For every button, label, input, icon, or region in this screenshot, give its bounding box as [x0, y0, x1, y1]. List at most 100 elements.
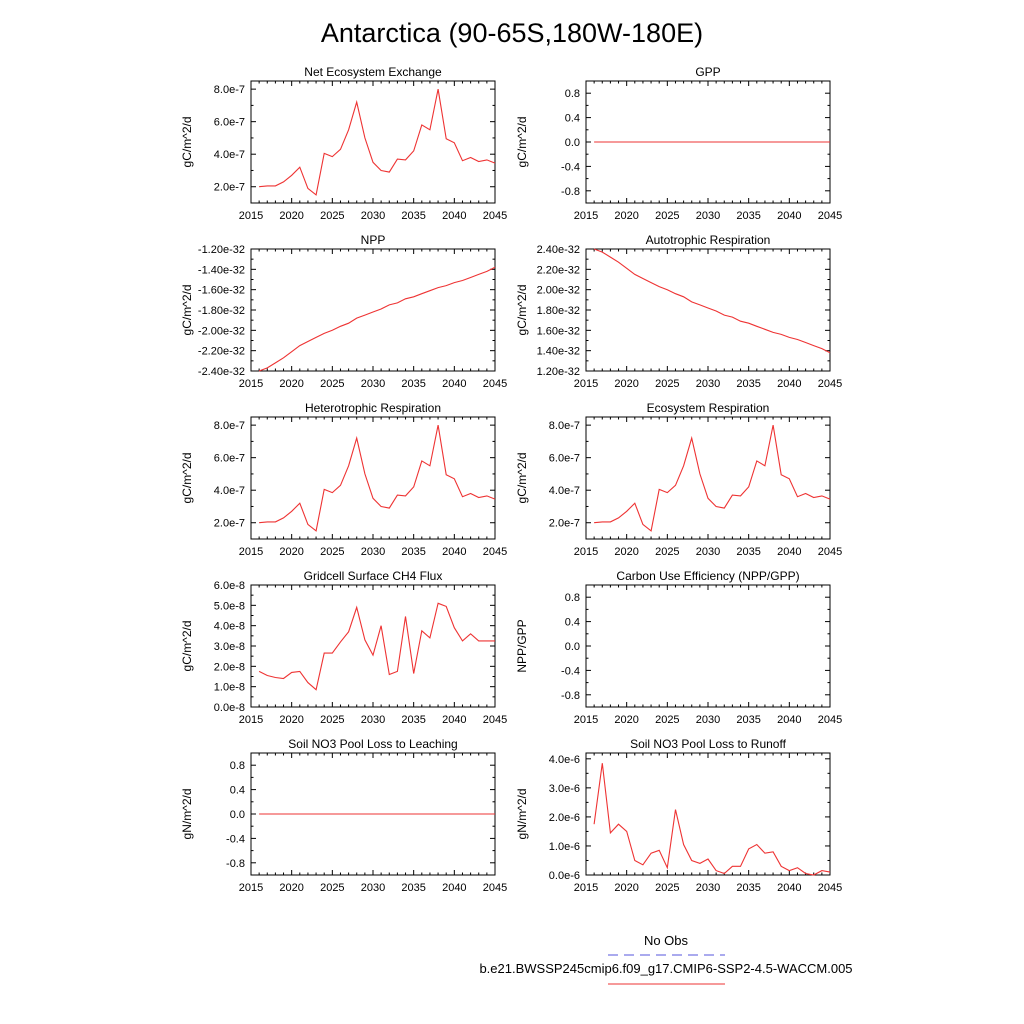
legend-obs-label: No Obs	[644, 933, 689, 948]
x-tick-label: 2030	[361, 882, 385, 894]
x-tick-label: 2040	[777, 546, 801, 558]
x-tick-label: 2015	[574, 210, 598, 222]
panel-10: Soil NO3 Pool Loss to Runoff gN/m^2/d 2015…	[515, 737, 842, 894]
plot-frame	[250, 416, 496, 540]
y-tick-label: -0.4	[561, 161, 580, 173]
x-tick-label: 2035	[736, 210, 760, 222]
y-tick-label: 0.0e-6	[549, 870, 580, 882]
y-tick-label: 2.0e-6	[549, 812, 580, 824]
panels: Net Ecosystem Exchange gC/m^2/d 2015 2020 20…	[180, 65, 842, 894]
x-tick-label: 2035	[401, 714, 425, 726]
x-tick-label: 2030	[361, 546, 385, 558]
series-line	[593, 248, 831, 354]
series-line	[593, 763, 831, 876]
panel-5: Heterotrophic Respiration gC/m^2/d 2015 202…	[180, 401, 507, 558]
series-line	[258, 266, 496, 372]
x-tick-label: 2015	[239, 546, 263, 558]
series-line	[259, 88, 496, 196]
y-tick-label: 1.80e-32	[537, 305, 580, 317]
x-tick-label: 2045	[483, 210, 507, 222]
y-tick-label: 0.4	[230, 785, 245, 797]
figure-title: Antarctica (90-65S,180W-180E)	[321, 18, 703, 48]
x-tick-label: 2030	[696, 882, 720, 894]
y-tick-label: 4.0e-6	[549, 754, 580, 766]
y-axis-label: gN/m^2/d	[515, 789, 529, 840]
panel-3: NPP gC/m^2/d 2015 2020 2025 2030 2035 2040 2045 -…	[180, 233, 507, 390]
x-tick-label: 2045	[818, 714, 842, 726]
x-tick-label: 2040	[442, 714, 466, 726]
y-axis-label: gC/m^2/d	[515, 453, 529, 504]
y-tick-label: -1.80e-32	[198, 305, 245, 317]
x-tick-label: 2030	[361, 210, 385, 222]
y-tick-label: 2.40e-32	[537, 244, 580, 256]
x-tick-label: 2025	[655, 378, 679, 390]
x-tick-label: 2045	[818, 882, 842, 894]
x-tick-label: 2040	[777, 210, 801, 222]
x-tick-label: 2030	[696, 378, 720, 390]
x-tick-label: 2025	[320, 714, 344, 726]
x-tick-label: 2045	[483, 378, 507, 390]
y-tick-label: 1.60e-32	[537, 325, 580, 337]
x-tick-label: 2015	[239, 714, 263, 726]
y-tick-label: 0.0e-8	[214, 702, 245, 714]
plot-frame	[585, 752, 831, 876]
y-tick-label: -1.20e-32	[198, 244, 245, 256]
x-tick-label: 2025	[320, 378, 344, 390]
x-tick-label: 2025	[320, 210, 344, 222]
panel-title: Net Ecosystem Exchange	[304, 65, 442, 79]
x-tick-label: 2035	[401, 378, 425, 390]
panel-title: Heterotrophic Respiration	[305, 401, 441, 415]
y-tick-label: 1.20e-32	[537, 366, 580, 378]
x-tick-label: 2030	[696, 714, 720, 726]
x-tick-label: 2035	[736, 714, 760, 726]
series-line	[259, 424, 496, 532]
y-tick-label: 3.0e-8	[214, 641, 245, 653]
x-tick-label: 2025	[655, 714, 679, 726]
x-tick-label: 2040	[442, 882, 466, 894]
panel-title: Gridcell Surface CH4 Flux	[304, 569, 443, 583]
y-tick-label: -2.20e-32	[198, 346, 245, 358]
x-tick-label: 2030	[696, 546, 720, 558]
y-tick-label: -0.4	[561, 665, 580, 677]
y-tick-label: 8.0e-7	[214, 420, 245, 432]
y-tick-label: 4.0e-8	[214, 621, 245, 633]
y-tick-label: 6.0e-7	[214, 117, 245, 129]
y-tick-label: 1.40e-32	[537, 346, 580, 358]
y-tick-label: 1.0e-8	[214, 682, 245, 694]
x-tick-label: 2020	[614, 378, 638, 390]
panel-8: Carbon Use Efficiency (NPP/GPP) NPP/GPP 20…	[515, 569, 842, 726]
x-tick-label: 2045	[818, 378, 842, 390]
x-tick-label: 2030	[361, 714, 385, 726]
x-tick-label: 2020	[614, 714, 638, 726]
y-tick-label: 2.20e-32	[537, 264, 580, 276]
y-axis-label: gC/m^2/d	[180, 621, 194, 672]
x-tick-label: 2025	[655, 882, 679, 894]
panel-title: NPP	[361, 233, 386, 247]
y-tick-label: -0.4	[226, 833, 245, 845]
y-tick-label: 1.0e-6	[549, 841, 580, 853]
x-tick-label: 2040	[442, 546, 466, 558]
plot-frame	[585, 248, 831, 372]
x-tick-label: 2040	[442, 378, 466, 390]
x-tick-label: 2040	[777, 714, 801, 726]
panel-title: Ecosystem Respiration	[647, 401, 770, 415]
x-tick-label: 2045	[483, 714, 507, 726]
x-tick-label: 2015	[239, 378, 263, 390]
plot-frame	[585, 584, 831, 708]
x-tick-label: 2020	[279, 210, 303, 222]
x-tick-label: 2045	[483, 882, 507, 894]
panel-4: Autotrophic Respiration gC/m^2/d 2015 2020 2…	[515, 233, 842, 390]
y-axis-label: gC/m^2/d	[180, 285, 194, 336]
y-tick-label: 6.0e-7	[549, 453, 580, 465]
panel-2: GPP gC/m^2/d 2015 2020 2025 2030 2035 2040 2045 -…	[515, 65, 842, 222]
x-tick-label: 2045	[818, 210, 842, 222]
x-tick-label: 2045	[818, 546, 842, 558]
series-line	[258, 602, 495, 691]
y-tick-label: 3.0e-6	[549, 783, 580, 795]
panel-7: Gridcell Surface CH4 Flux gC/m^2/d 2015 202…	[180, 569, 507, 726]
panel-9: Soil NO3 Pool Loss to Leaching gN/m^2/d 20…	[180, 737, 507, 894]
x-tick-label: 2015	[574, 546, 598, 558]
y-tick-label: 6.0e-8	[214, 580, 245, 592]
x-tick-label: 2045	[483, 546, 507, 558]
y-tick-label: 0.8	[565, 592, 580, 604]
